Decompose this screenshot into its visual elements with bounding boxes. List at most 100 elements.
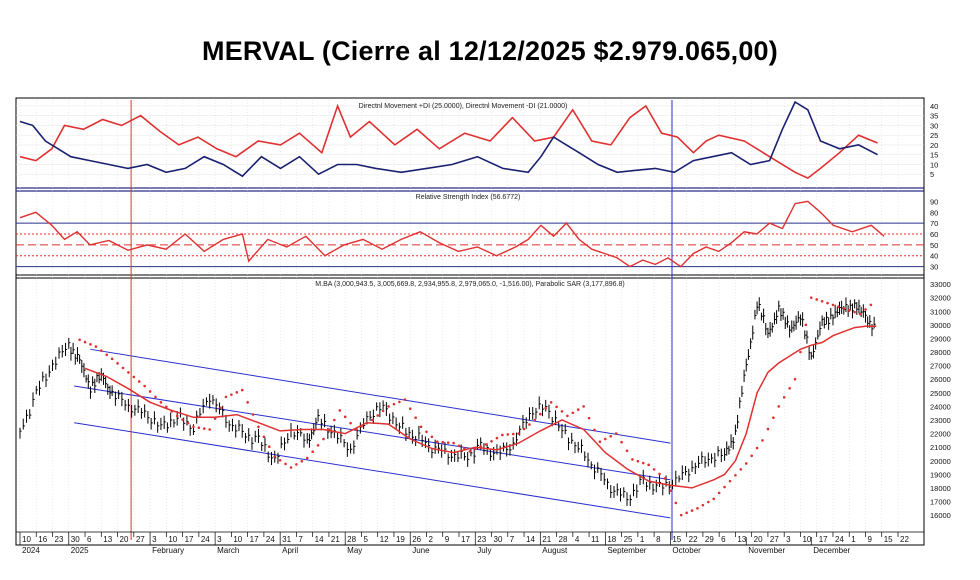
parabolic-sar-dot (631, 458, 634, 461)
parabolic-sar-dot (484, 443, 488, 446)
parabolic-sar-dot (506, 433, 510, 436)
parabolic-sar-dot (268, 445, 271, 449)
parabolic-sar-dot (679, 513, 683, 517)
parabolic-sar-dot (83, 340, 87, 344)
parabolic-sar-dot (837, 305, 840, 309)
x-tick-label: 31 (282, 535, 291, 544)
x-tick-label: 15 (672, 535, 681, 544)
parabolic-sar-dot (257, 425, 260, 429)
parabolic-sar-dot (820, 299, 824, 303)
parabolic-sar-dot (175, 414, 179, 418)
x-tick-label: 17 (461, 535, 470, 544)
parabolic-sar-dot (419, 425, 423, 429)
parabolic-sar-dot (587, 416, 591, 420)
parabolic-sar-dot (777, 405, 781, 408)
parabolic-sar-dot (376, 414, 380, 417)
parabolic-sar-dot (571, 411, 575, 415)
x-tick-label: 10 (22, 535, 31, 544)
parabolic-sar-dot (354, 428, 358, 431)
dmi-tick-label: 25 (930, 131, 938, 140)
parabolic-sar-dot (712, 497, 716, 501)
x-tick-label: 21 (331, 535, 340, 544)
x-tick-label: 4 (575, 535, 580, 544)
parabolic-sar-dot (815, 298, 819, 301)
dmi-caption: Directnl Movement +DI (25.0000), Directn… (359, 103, 568, 110)
month-label: 2024 (22, 546, 40, 555)
parabolic-sar-dot (273, 455, 277, 458)
x-tick-label: 8 (656, 535, 661, 544)
parabolic-sar-dot (620, 440, 623, 444)
parabolic-sar-dot (192, 425, 195, 429)
parabolic-sar-dot (734, 473, 737, 477)
parabolic-sar-dot (658, 472, 661, 476)
x-tick-label: 23 (55, 535, 64, 544)
parabolic-sar-dot (598, 440, 602, 444)
parabolic-sar-dot (701, 503, 705, 507)
parabolic-sar-dot (463, 447, 466, 450)
parabolic-sar-dot (707, 500, 710, 504)
x-tick-label: 13 (737, 535, 746, 544)
parabolic-sar-dot (614, 432, 618, 435)
x-tick-label: 11 (591, 535, 600, 544)
parabolic-sar-dot (479, 445, 482, 449)
parabolic-sar-dot (311, 450, 314, 454)
x-tick-label: 27 (770, 535, 779, 544)
parabolic-sar-dot (398, 400, 401, 404)
x-tick-label: 3 (217, 535, 222, 544)
parabolic-sar-dot (750, 454, 753, 458)
price-tick-label: 26000 (930, 375, 951, 384)
parabolic-sar-dot (262, 435, 266, 439)
parabolic-sar-dot (446, 441, 450, 444)
parabolic-sar-dot (609, 434, 613, 438)
x-tick-label: 24 (266, 535, 275, 544)
parabolic-sar-dot (723, 485, 726, 489)
parabolic-sar-dot (744, 462, 748, 465)
parabolic-sar-dot (360, 425, 363, 428)
parabolic-sar-dot (593, 428, 596, 432)
parabolic-sar-dot (143, 384, 146, 388)
month-label: September (607, 546, 646, 555)
series (19, 100, 885, 517)
x-tick-label: 17 (185, 535, 194, 544)
parabolic-sar-dot (473, 447, 477, 451)
parabolic-sar-dot (148, 390, 152, 393)
rsi-tick-label: 50 (930, 241, 938, 250)
parabolic-sar-dot (674, 501, 678, 505)
parabolic-sar-dot (826, 301, 829, 305)
parabolic-sar-dot (490, 439, 493, 443)
parabolic-sar-dot (425, 430, 428, 434)
parabolic-sar-dot (864, 308, 867, 311)
price-caption: M.BA (3,000,943.5, 3,005,669.8, 2,934,95… (315, 281, 624, 288)
parabolic-sar-dot (576, 408, 580, 411)
x-tick-label: 22 (689, 535, 698, 544)
rsi-caption: Relative Strength Index (56.6772) (416, 194, 521, 201)
x-tick-label: 5 (363, 535, 368, 544)
parabolic-sar-dot (381, 409, 385, 413)
parabolic-sar-dot (517, 432, 520, 435)
x-tick-label: 21 (542, 535, 551, 544)
x-tick-label: 1 (640, 535, 645, 544)
parabolic-sar-dot (132, 375, 136, 379)
price-tick-label: 27000 (930, 362, 951, 371)
parabolic-sar-dot (121, 366, 125, 370)
x-tick-label: 26 (412, 535, 421, 544)
rsi-tick-label: 60 (930, 230, 938, 239)
parabolic-sar-dot (544, 406, 548, 410)
x-tick-label: 30 (494, 535, 503, 544)
parabolic-sar-dot (343, 415, 347, 419)
parabolic-sar-dot (213, 417, 217, 420)
price-tick-label: 18000 (930, 484, 951, 493)
parabolic-sar-dot (94, 345, 98, 348)
parabolic-sar-dot (224, 395, 228, 399)
parabolic-sar-dot (717, 491, 721, 495)
x-tick-label: 12 (380, 535, 389, 544)
parabolic-sar-dot (235, 391, 239, 394)
parabolic-sar-dot (170, 410, 174, 413)
parabolic-sar-dot (690, 509, 694, 512)
parabolic-sar-dot (793, 377, 797, 381)
x-tick-label: 7 (510, 535, 515, 544)
parabolic-sar-dot (186, 421, 190, 425)
x-tick-label: 1 (851, 535, 856, 544)
parabolic-sar-dot (300, 459, 304, 463)
